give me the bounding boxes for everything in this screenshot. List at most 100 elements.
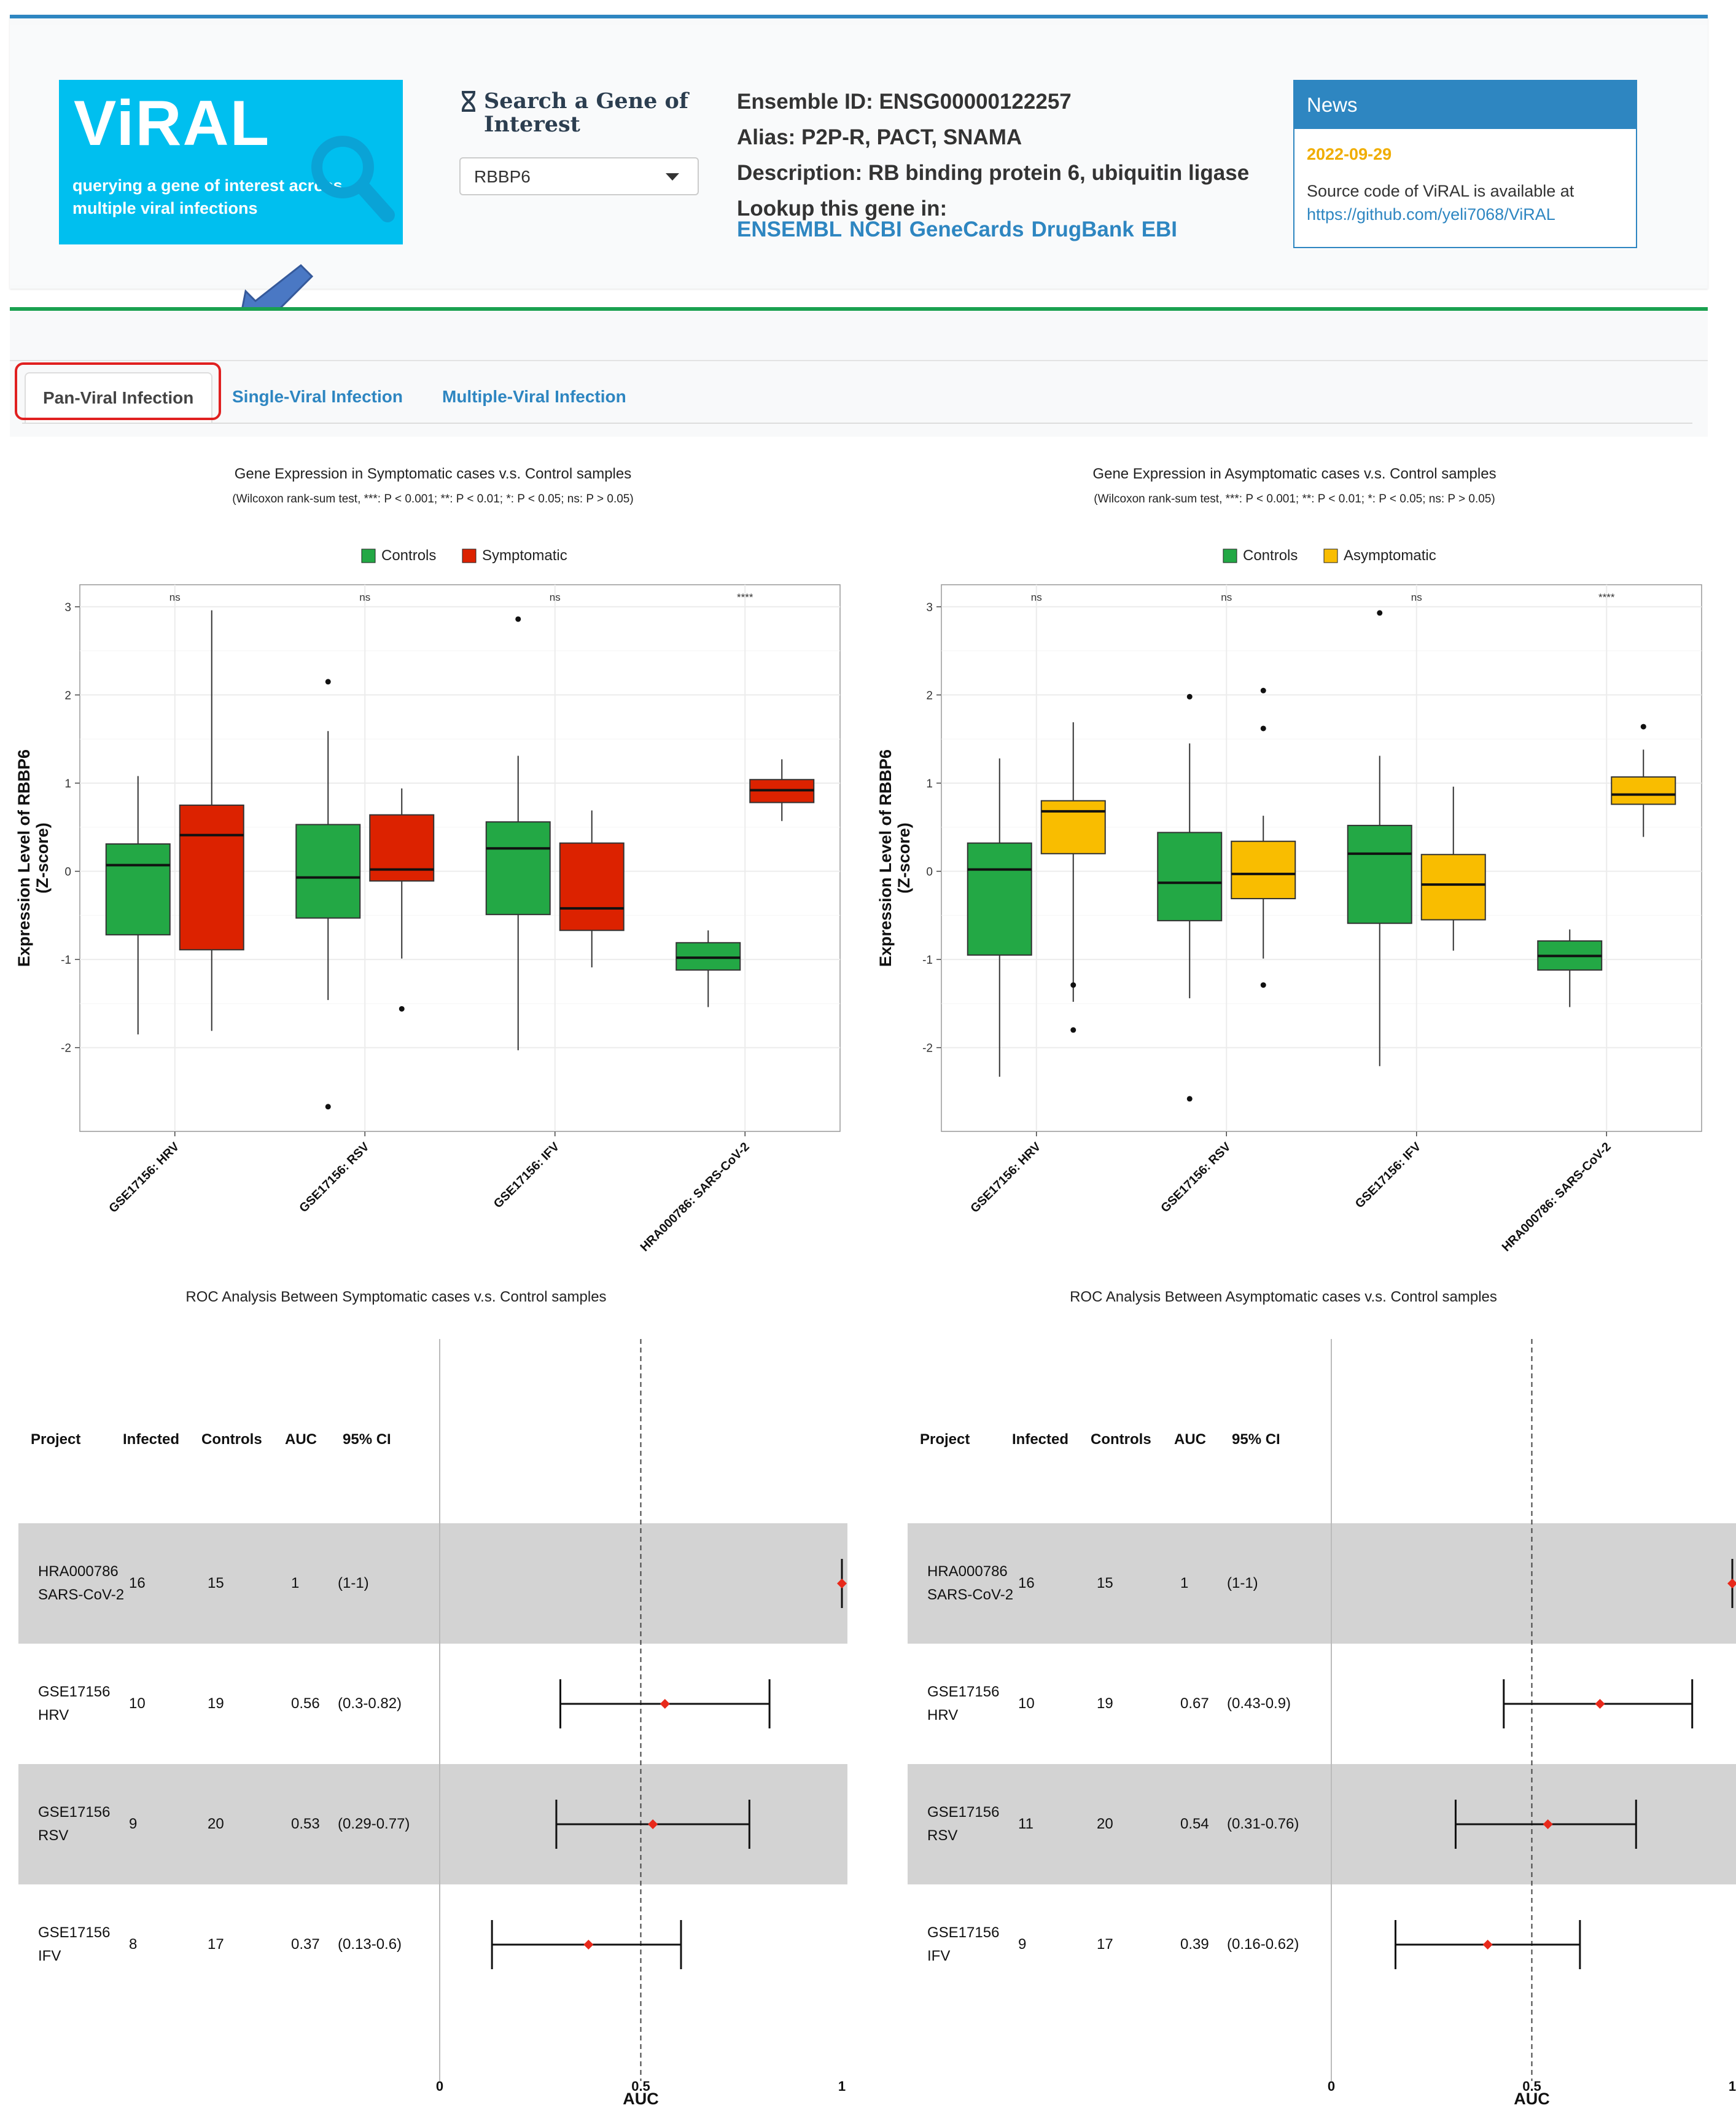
significance-label: ****	[1598, 591, 1615, 603]
forest-infected-cell: 10	[129, 1695, 146, 1712]
forest-row-band	[18, 1523, 847, 1644]
forest-infected-cell: 16	[1018, 1575, 1035, 1591]
y-axis-label: Expression Level of RBBP6	[876, 749, 895, 967]
forest-controls-cell: 19	[1097, 1695, 1113, 1712]
tabs-underline	[22, 423, 1692, 424]
forest-auc-cell: 1	[291, 1575, 300, 1591]
forest-auc-cell: 0.39	[1180, 1936, 1209, 1953]
tab-pan-viral[interactable]: Pan-Viral Infection	[25, 372, 212, 423]
forest-controls-cell: 20	[208, 1816, 224, 1832]
forest-controls-cell: 15	[208, 1575, 224, 1591]
forest-column-header: AUC	[1174, 1431, 1206, 1448]
forest-ci-cell: (0.13-0.6)	[338, 1936, 402, 1953]
forest-controls-cell: 17	[1097, 1936, 1113, 1953]
link-genecards[interactable]: GeneCards	[909, 217, 1024, 241]
y-tick-label: -2	[922, 1042, 933, 1055]
news-panel: News 2022-09-29 Source code of ViRAL is …	[1293, 80, 1637, 248]
forest-project-cell: GSE17156 HRV	[927, 1684, 1000, 1723]
y-tick-label: -1	[61, 954, 71, 967]
box-plot-1-title: Gene Expression in Symptomatic cases v.s…	[234, 466, 632, 482]
x-tick-label: HRA000786: SARS-CoV-2	[638, 1140, 752, 1254]
y-tick-label: 0	[64, 866, 71, 879]
forest-row-band	[908, 1523, 1736, 1644]
tabs-divider	[10, 360, 1708, 361]
forest-x-tick-label: 0	[436, 2079, 443, 2094]
forest-auc-cell: 0.37	[291, 1936, 320, 1953]
forest-x-axis-label: AUC	[1514, 2090, 1550, 2108]
forest-x-tick-label: 0.5	[1522, 2079, 1541, 2094]
significance-label: ns	[169, 591, 181, 603]
y-tick-label: 1	[926, 778, 933, 790]
forest-auc-cell: 0.53	[291, 1816, 320, 1832]
box-outlier	[325, 1104, 331, 1110]
ensemble-id: Ensemble ID: ENSG00000122257	[737, 90, 1072, 114]
y-tick-label: 3	[64, 601, 71, 614]
box-outlier	[1070, 1027, 1076, 1033]
significance-label: ****	[737, 591, 753, 603]
forest-auc-point	[1727, 1579, 1736, 1588]
forest-auc-cell: 0.54	[1180, 1816, 1209, 1832]
legend-swatch	[462, 548, 477, 563]
forest-ci-cell: (0.29-0.77)	[338, 1816, 410, 1832]
chevron-down-icon	[666, 173, 679, 181]
forest-column-header: Project	[31, 1431, 81, 1448]
box-body	[1420, 854, 1486, 921]
box-body	[1611, 776, 1676, 805]
link-ebi[interactable]: EBI	[1141, 217, 1178, 241]
forest-column-header: Controls	[201, 1431, 262, 1448]
forest-column-header: Project	[920, 1431, 970, 1448]
legend-label: Controls	[381, 547, 436, 564]
forest-x-tick-label: 1	[1729, 2079, 1736, 2094]
tab-highlight-annotation	[15, 362, 221, 420]
app-logo: ViRAL querying a gene of interest across…	[59, 80, 403, 244]
tab-multiple-viral[interactable]: Multiple-Viral Infection	[442, 387, 626, 406]
forest-project-cell: GSE17156 RSV	[38, 1804, 111, 1844]
forest-controls-cell: 17	[208, 1936, 224, 1953]
tab-pan-viral-label: Pan-Viral Infection	[43, 388, 194, 407]
link-drugbank[interactable]: DrugBank	[1031, 217, 1134, 241]
forest-x-tick-label: 1	[838, 2079, 846, 2094]
y-axis-label: (Z-score)	[895, 822, 913, 894]
logo-subtitle: querying a gene of interest across multi…	[72, 176, 343, 217]
news-link[interactable]: https://github.com/yeli7068/ViRAL	[1307, 205, 1555, 224]
lookup-label: Lookup this gene in:	[737, 197, 948, 221]
forest-ci-cell: (0.16-0.62)	[1227, 1936, 1299, 1953]
dna-icon	[462, 91, 475, 112]
forest-project-cell: GSE17156 IFV	[927, 1924, 1000, 1964]
legend-swatch	[1223, 548, 1237, 563]
news-date: 2022-09-29	[1307, 145, 1392, 163]
link-ncbi[interactable]: NCBI	[849, 217, 902, 241]
link-ensembl[interactable]: ENSEMBL	[737, 217, 843, 241]
forest-plot-2-title: ROC Analysis Between Asymptomatic cases …	[1070, 1289, 1497, 1305]
significance-label: ns	[1221, 591, 1232, 603]
box-outlier	[325, 679, 331, 685]
forest-ci-cell: (0.31-0.76)	[1227, 1816, 1299, 1832]
significance-label: ns	[550, 591, 561, 603]
gene-description: Description: RB binding protein 6, ubiqu…	[737, 161, 1250, 185]
gene-select[interactable]: RBBP6	[459, 157, 699, 195]
forest-infected-cell: 11	[1018, 1816, 1033, 1832]
forest-plot-asymptomatic: Project Infected Controls AUC 95% CI 0 0.5 1 AUC…	[889, 1339, 1736, 2108]
tab-single-viral[interactable]: Single-Viral Infection	[232, 387, 403, 406]
forest-plot-symptomatic: Project Infected Controls AUC 95% CI 0 0.5 1 AUC…	[0, 1339, 868, 2108]
box-body	[675, 942, 741, 971]
forest-auc-point	[1543, 1819, 1553, 1829]
forest-ci-cell: (0.3-0.82)	[338, 1695, 402, 1712]
box-body	[485, 821, 551, 915]
forest-project-cell: GSE17156 IFV	[38, 1924, 111, 1964]
legend-label: Controls	[1243, 547, 1298, 564]
forest-auc-cell: 0.56	[291, 1695, 320, 1712]
y-axis-label: Expression Level of RBBP6	[15, 749, 33, 967]
forest-column-header: AUC	[285, 1431, 317, 1448]
forest-infected-cell: 8	[129, 1936, 138, 1953]
forest-plot-canvas: 0 0.5 1 AUC	[436, 1339, 847, 2108]
significance-label: ns	[1031, 591, 1042, 603]
forest-auc-cell: 0.67	[1180, 1695, 1209, 1712]
forest-infected-cell: 16	[129, 1575, 146, 1591]
legend-label: Symptomatic	[482, 547, 567, 564]
legend-swatch	[361, 548, 376, 563]
forest-auc-point	[1595, 1699, 1605, 1709]
forest-column-header: Infected	[123, 1431, 180, 1448]
forest-plot-1-title: ROC Analysis Between Symptomatic cases v…	[185, 1289, 607, 1305]
forest-column-header: Infected	[1012, 1431, 1069, 1448]
